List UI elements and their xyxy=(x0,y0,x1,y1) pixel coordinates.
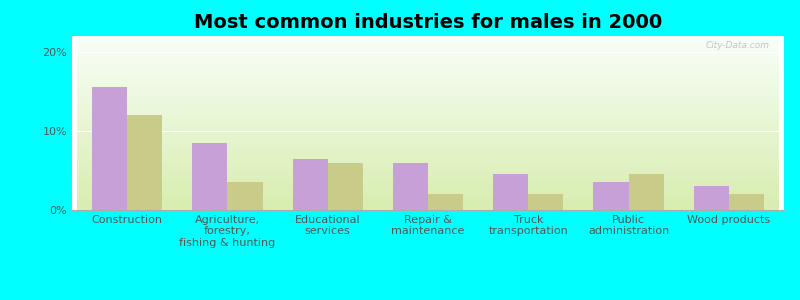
Bar xyxy=(293,159,328,210)
Bar xyxy=(528,194,563,210)
Bar xyxy=(729,194,764,210)
Bar xyxy=(393,163,428,210)
Bar xyxy=(694,186,729,210)
Bar xyxy=(127,115,162,210)
Text: City-Data.com: City-Data.com xyxy=(706,41,770,50)
Bar xyxy=(428,194,463,210)
Bar xyxy=(227,182,262,210)
Bar xyxy=(493,174,528,210)
Bar xyxy=(92,87,127,210)
Bar xyxy=(594,182,629,210)
Title: Most common industries for males in 2000: Most common industries for males in 2000 xyxy=(194,13,662,32)
Bar xyxy=(192,143,227,210)
Bar xyxy=(328,163,363,210)
Bar xyxy=(629,174,664,210)
